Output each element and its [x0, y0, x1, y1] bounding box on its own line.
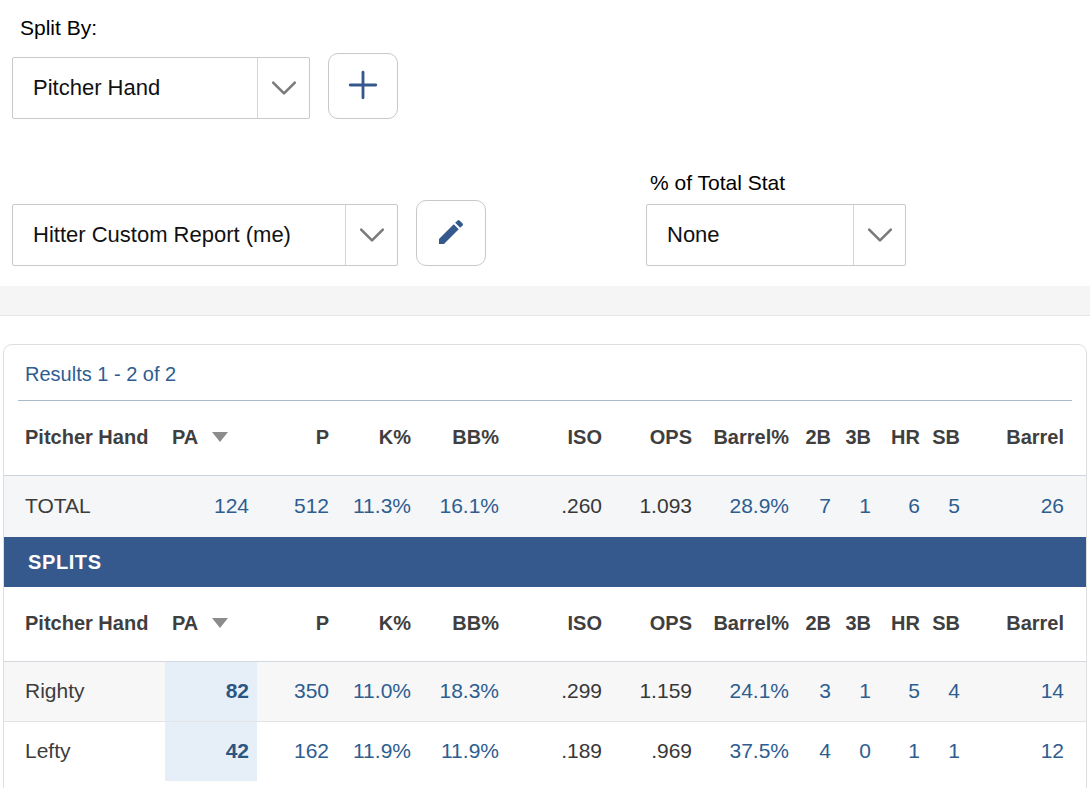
report-row: Hitter Custom Report (me) % of Total Sta…	[12, 171, 1078, 266]
row-iso: .189	[499, 721, 602, 781]
total-row: TOTAL 124 512 11.3% 16.1% .260 1.093 28.…	[4, 475, 1086, 537]
plus-icon	[345, 67, 381, 106]
row-sb: 1	[920, 721, 960, 781]
pct-of-total-select[interactable]: None	[646, 204, 906, 266]
split-by-label: Split By:	[12, 16, 1078, 40]
total-hr: 6	[871, 475, 920, 537]
total-k-pct: 11.3%	[329, 475, 411, 537]
results-table: Pitcher Hand PA P K% BB% ISO OPS Barrel%…	[4, 401, 1086, 781]
total-sb: 5	[920, 475, 960, 537]
total-barrel-pct: 28.9%	[692, 475, 789, 537]
pct-of-total-value: None	[647, 205, 853, 265]
split-by-row: Pitcher Hand	[12, 53, 1078, 119]
row-label: Righty	[4, 661, 165, 721]
col-header-p[interactable]: P	[257, 587, 329, 661]
chevron-down-icon	[345, 205, 397, 265]
row-2b: 4	[789, 721, 831, 781]
col-header-hr[interactable]: HR	[871, 587, 920, 661]
split-by-select[interactable]: Pitcher Hand	[12, 57, 310, 119]
row-2b: 3	[789, 661, 831, 721]
row-hr: 1	[871, 721, 920, 781]
row-sb: 4	[920, 661, 960, 721]
col-header-pa[interactable]: PA	[165, 401, 257, 475]
chevron-down-icon	[257, 58, 309, 118]
split-row-lefty: Lefty 42 162 11.9% 11.9% .189 .969 37.5%…	[4, 721, 1086, 781]
row-label: Lefty	[4, 721, 165, 781]
split-row-righty: Righty 82 350 11.0% 18.3% .299 1.159 24.…	[4, 661, 1086, 721]
col-header-pa[interactable]: PA	[165, 587, 257, 661]
row-3b: 1	[831, 661, 871, 721]
row-k-pct: 11.0%	[329, 661, 411, 721]
add-split-button[interactable]	[328, 53, 398, 119]
row-hr: 5	[871, 661, 920, 721]
total-pa: 124	[165, 475, 257, 537]
row-p: 162	[257, 721, 329, 781]
section-divider-strip	[0, 286, 1090, 316]
col-header-2b[interactable]: 2B	[789, 401, 831, 475]
row-ops: .969	[602, 721, 692, 781]
row-bb-pct: 11.9%	[411, 721, 499, 781]
pencil-icon	[435, 216, 467, 251]
edit-report-button[interactable]	[416, 200, 486, 266]
total-3b: 1	[831, 475, 871, 537]
sort-desc-icon	[212, 432, 228, 442]
row-barrel-pct: 24.1%	[692, 661, 789, 721]
row-p: 350	[257, 661, 329, 721]
controls-panel: Split By: Pitcher Hand Hitter Custom Rep…	[0, 0, 1090, 266]
col-header-3b[interactable]: 3B	[831, 401, 871, 475]
col-header-iso[interactable]: ISO	[499, 401, 602, 475]
col-header-sb[interactable]: SB	[920, 401, 960, 475]
pct-of-total-label: % of Total Stat	[646, 171, 906, 195]
col-header-hr[interactable]: HR	[871, 401, 920, 475]
col-header-pa-label: PA	[172, 426, 198, 448]
report-value: Hitter Custom Report (me)	[13, 205, 345, 265]
col-header-2b[interactable]: 2B	[789, 587, 831, 661]
col-header-pitcher-hand[interactable]: Pitcher Hand	[4, 401, 165, 475]
table-header-row: Pitcher Hand PA P K% BB% ISO OPS Barrel%…	[4, 587, 1086, 661]
row-iso: .299	[499, 661, 602, 721]
pct-of-total-group: % of Total Stat None	[646, 171, 906, 266]
split-by-value: Pitcher Hand	[13, 58, 257, 118]
total-ops: 1.093	[602, 475, 692, 537]
col-header-iso[interactable]: ISO	[499, 587, 602, 661]
total-barrel: 26	[960, 475, 1086, 537]
col-header-barrel[interactable]: Barrel	[960, 401, 1086, 475]
col-header-sb[interactable]: SB	[920, 587, 960, 661]
total-iso: .260	[499, 475, 602, 537]
row-barrel-pct: 37.5%	[692, 721, 789, 781]
col-header-ops[interactable]: OPS	[602, 587, 692, 661]
row-barrel: 12	[960, 721, 1086, 781]
row-ops: 1.159	[602, 661, 692, 721]
chevron-down-icon	[853, 205, 905, 265]
row-k-pct: 11.9%	[329, 721, 411, 781]
total-label: TOTAL	[4, 475, 165, 537]
row-pa: 82	[165, 661, 257, 721]
sort-desc-icon	[212, 618, 228, 628]
table-header-row: Pitcher Hand PA P K% BB% ISO OPS Barrel%…	[4, 401, 1086, 475]
splits-title: SPLITS	[4, 537, 1086, 587]
col-header-barrel-pct[interactable]: Barrel%	[692, 587, 789, 661]
col-header-pitcher-hand[interactable]: Pitcher Hand	[4, 587, 165, 661]
results-card: Results 1 - 2 of 2 Pitcher Hand PA P K% …	[3, 344, 1087, 788]
total-p: 512	[257, 475, 329, 537]
col-header-pa-label: PA	[172, 612, 198, 634]
col-header-barrel-pct[interactable]: Barrel%	[692, 401, 789, 475]
col-header-bb-pct[interactable]: BB%	[411, 401, 499, 475]
total-2b: 7	[789, 475, 831, 537]
col-header-barrel[interactable]: Barrel	[960, 587, 1086, 661]
row-3b: 0	[831, 721, 871, 781]
report-select[interactable]: Hitter Custom Report (me)	[12, 204, 398, 266]
col-header-k-pct[interactable]: K%	[329, 401, 411, 475]
col-header-p[interactable]: P	[257, 401, 329, 475]
col-header-bb-pct[interactable]: BB%	[411, 587, 499, 661]
col-header-ops[interactable]: OPS	[602, 401, 692, 475]
row-bb-pct: 18.3%	[411, 661, 499, 721]
results-summary: Results 1 - 2 of 2	[18, 345, 1072, 401]
col-header-3b[interactable]: 3B	[831, 587, 871, 661]
splits-section-header: SPLITS	[4, 537, 1086, 587]
row-barrel: 14	[960, 661, 1086, 721]
row-pa: 42	[165, 721, 257, 781]
col-header-k-pct[interactable]: K%	[329, 587, 411, 661]
total-bb-pct: 16.1%	[411, 475, 499, 537]
